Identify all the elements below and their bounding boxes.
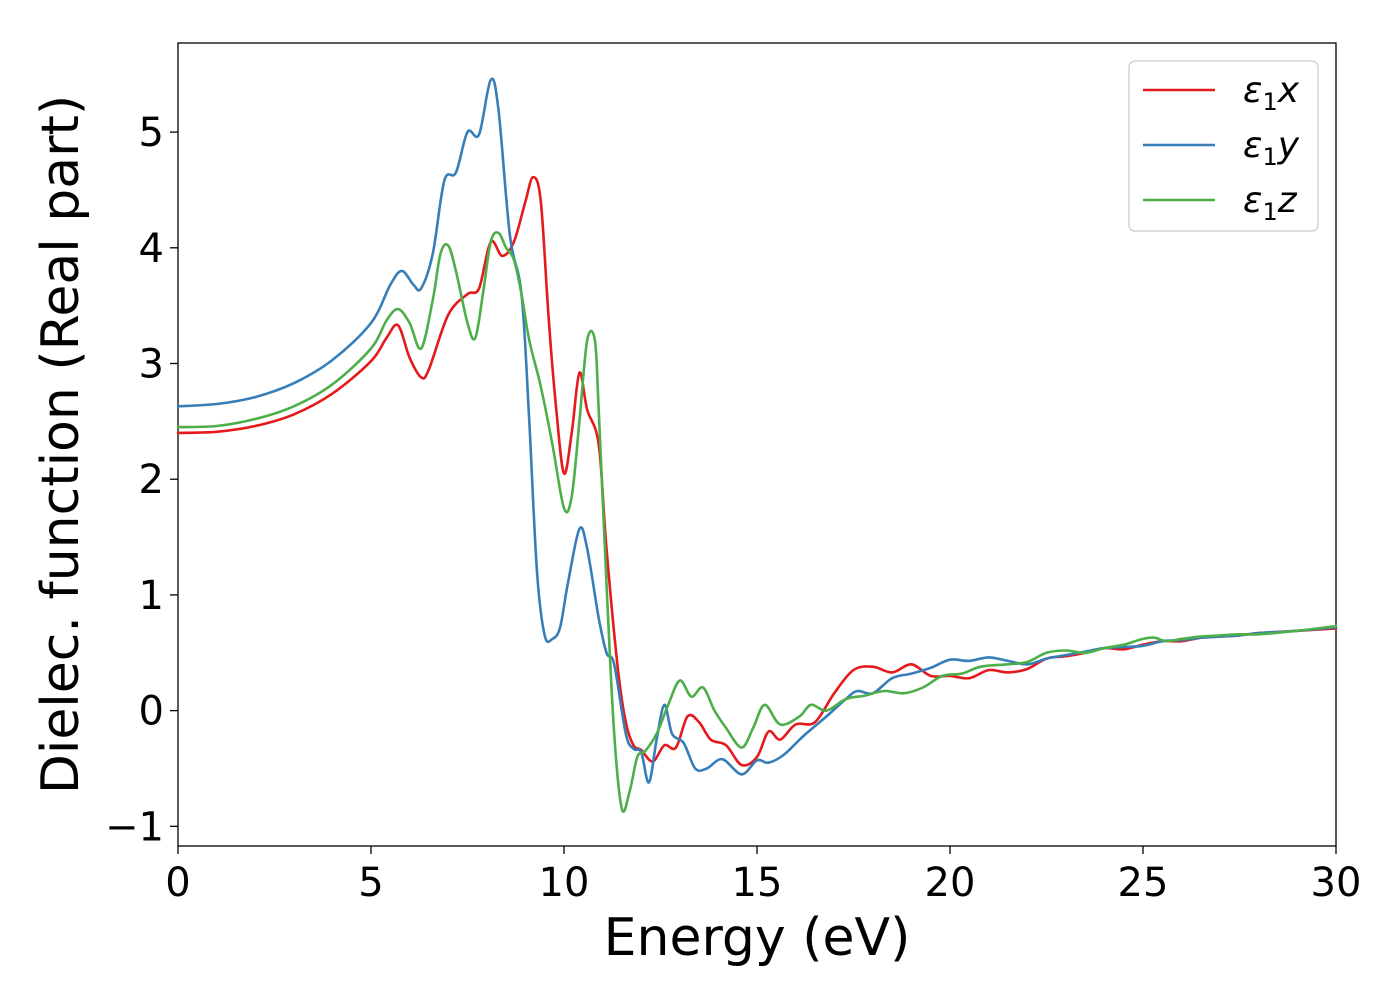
x-tick-label: 10 <box>539 860 590 906</box>
legend-item-x: ε1x <box>1143 70 1300 116</box>
legend-item-y: ε1y <box>1143 125 1300 171</box>
y-tick-label: 0 <box>139 689 164 735</box>
legend-label: ε1x <box>1243 70 1300 116</box>
x-tick-label: 20 <box>925 860 976 906</box>
legend-box <box>1128 60 1319 232</box>
y-tick-label: 2 <box>139 457 164 503</box>
x-tick-label: 5 <box>358 860 383 906</box>
legend: ε1x ε1y ε1z <box>1128 60 1319 232</box>
legend-label: ε1y <box>1243 125 1300 171</box>
y-tick-label: 5 <box>139 110 164 156</box>
legend-label: ε1z <box>1243 180 1298 226</box>
y-axis-label: Dielec. function (Real part) <box>31 95 91 794</box>
y-axis-ticks: −1 0 1 2 3 4 5 <box>105 110 178 850</box>
series-line-y <box>176 77 1338 784</box>
x-axis-ticks: 0 5 10 15 20 25 30 <box>165 846 1361 906</box>
x-axis-label: Energy (eV) <box>604 908 911 968</box>
x-tick-label: 30 <box>1311 860 1362 906</box>
y-tick-label: 1 <box>139 573 164 619</box>
y-tick-label: 3 <box>139 342 164 388</box>
series-layer <box>176 77 1338 813</box>
x-tick-label: 25 <box>1118 860 1169 906</box>
y-tick-label: 4 <box>139 226 164 272</box>
series-line-z <box>176 231 1338 813</box>
x-tick-label: 0 <box>165 860 190 906</box>
x-tick-label: 15 <box>732 860 783 906</box>
y-tick-label: −1 <box>105 804 164 850</box>
legend-item-z: ε1z <box>1143 180 1298 226</box>
